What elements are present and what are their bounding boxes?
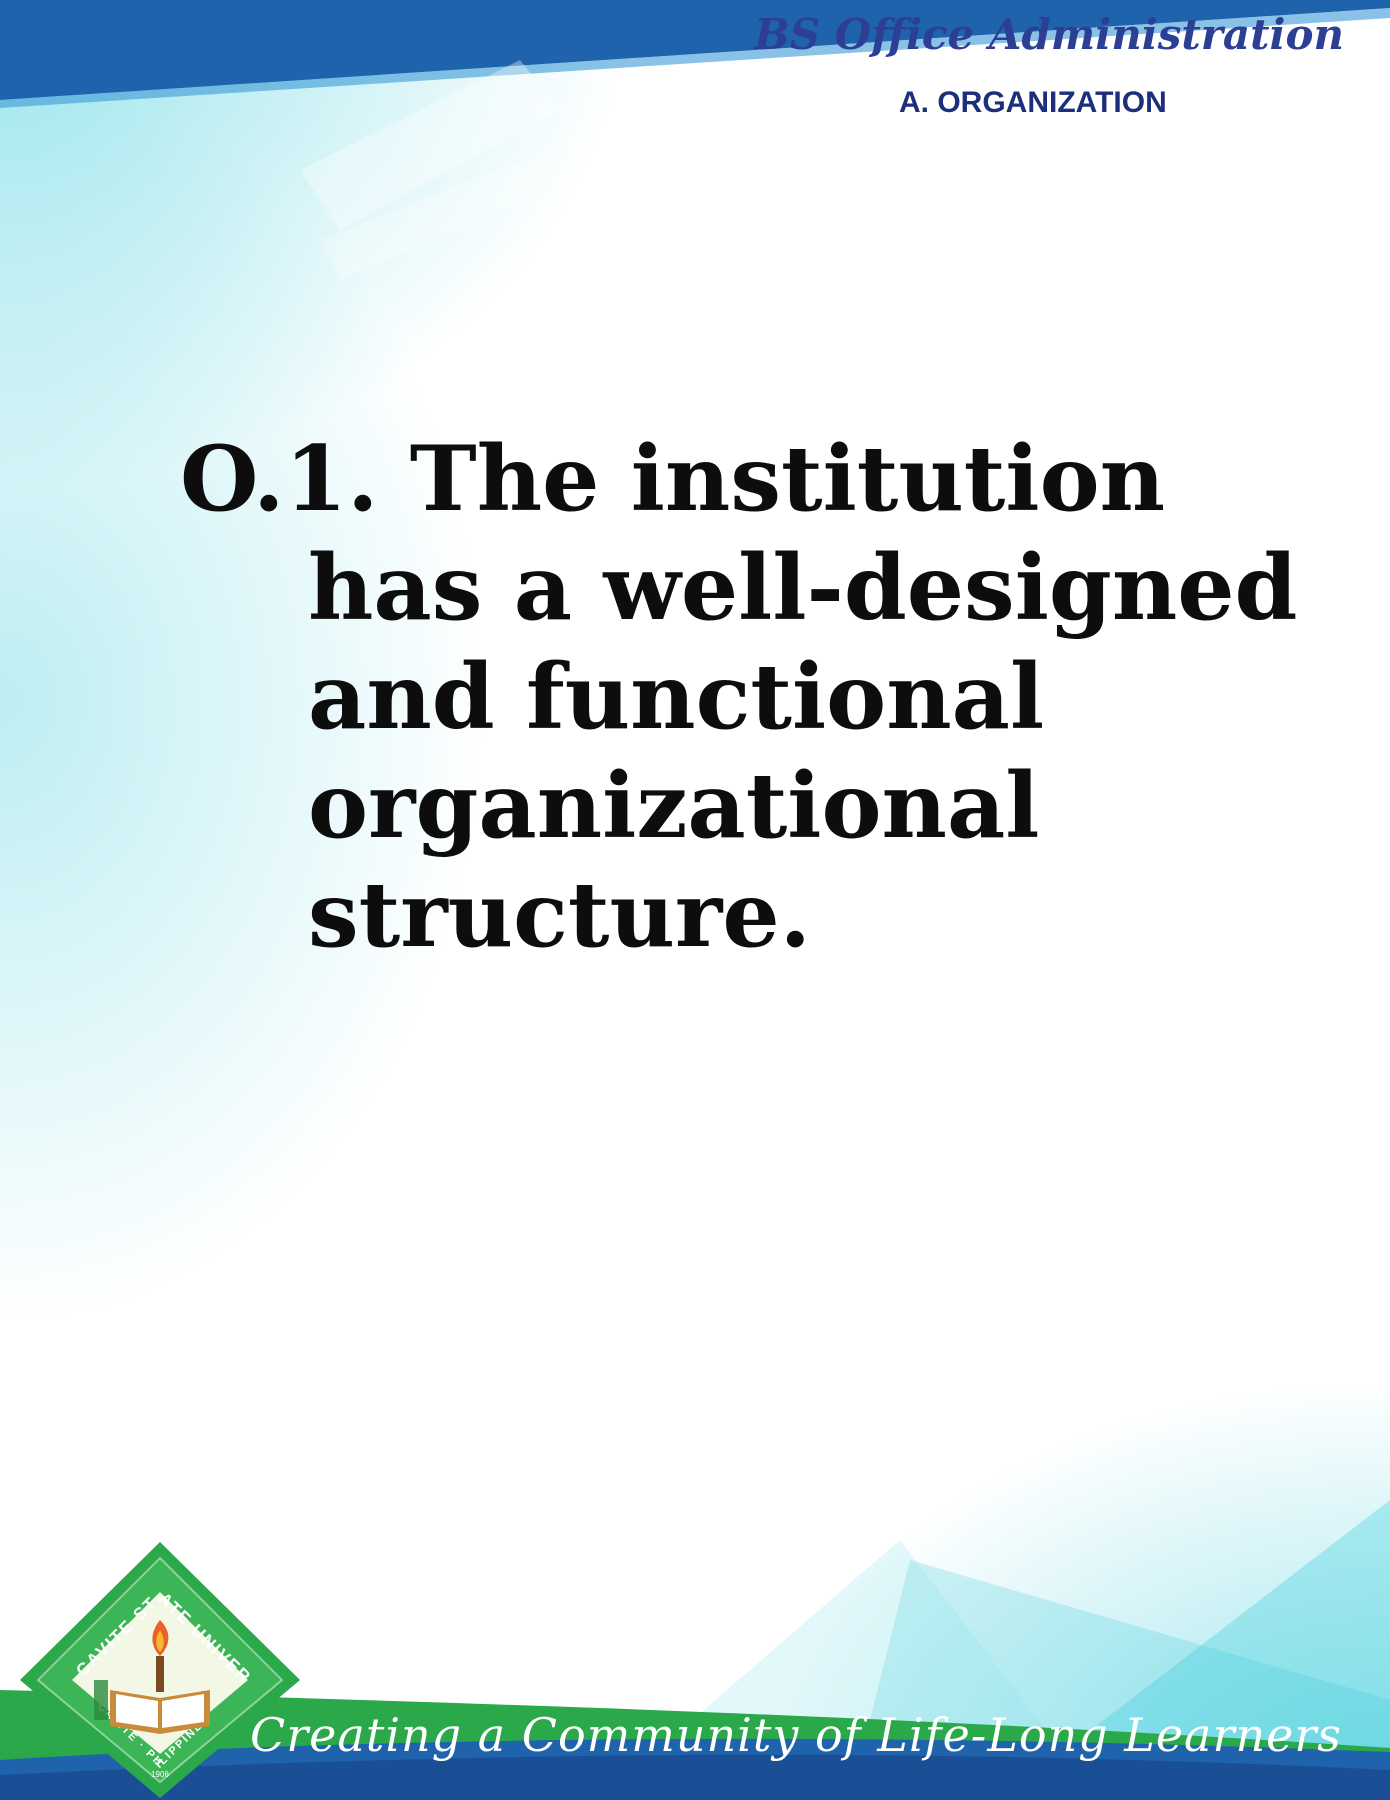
program-title: BS Office Administration bbox=[754, 10, 1344, 59]
header-band-highlight bbox=[0, 8, 1390, 108]
university-seal-logo: CAVITE STATE UNIVERSITY CAVITE · PHILIPP… bbox=[10, 1530, 300, 1798]
header-blue-band bbox=[0, 0, 1390, 100]
section-label: A. ORGANIZATION bbox=[899, 86, 1167, 119]
footer-tagline: Creating a Community of Life-Long Learne… bbox=[250, 1708, 1342, 1762]
seal-year: 1906 bbox=[151, 1770, 169, 1779]
criterion-statement: O.1. The institution has a well-designed… bbox=[180, 426, 1298, 968]
